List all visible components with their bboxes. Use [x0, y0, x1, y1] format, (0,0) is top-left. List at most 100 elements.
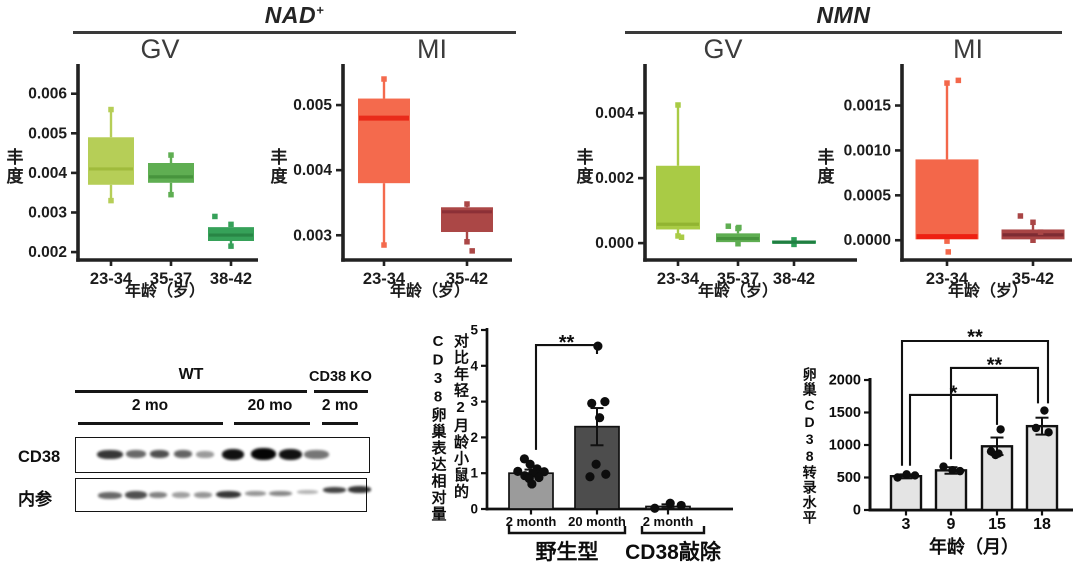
blot-band	[215, 490, 241, 498]
cd38-transcription-ylabel: 卵巢CD38转录水平	[799, 367, 819, 527]
svg-text:2 month: 2 month	[643, 514, 694, 529]
svg-text:35-37: 35-37	[150, 270, 192, 288]
svg-text:23-34: 23-34	[926, 270, 969, 288]
svg-text:9: 9	[947, 516, 956, 533]
blot-band	[268, 490, 292, 496]
svg-text:2000: 2000	[829, 373, 861, 389]
svg-text:GV: GV	[140, 34, 179, 64]
cd38-expression-ylabel-col-right: 对比年轻2月龄小鼠的	[452, 333, 469, 500]
blot-band	[244, 490, 266, 496]
svg-text:18: 18	[1033, 516, 1051, 533]
nad-title-sup: +	[316, 2, 325, 18]
svg-text:丰: 丰	[7, 147, 24, 167]
blot-row-label-loading-control: 内参	[18, 490, 52, 509]
blot-band	[194, 492, 212, 498]
svg-text:0.005: 0.005	[293, 97, 332, 114]
blot-lane-underline-ko-2mo	[322, 422, 358, 425]
nad-title-text: NAD	[264, 2, 317, 28]
svg-text:0.0000: 0.0000	[844, 232, 891, 249]
svg-text:**: **	[987, 355, 1003, 377]
svg-text:1000: 1000	[829, 438, 861, 454]
svg-text:年龄（岁）: 年龄（岁）	[125, 281, 205, 300]
blot-band	[149, 492, 167, 498]
svg-text:38-42: 38-42	[210, 270, 252, 288]
nad-group-underline	[73, 31, 516, 35]
svg-text:GV: GV	[703, 34, 742, 64]
svg-text:MI: MI	[953, 34, 983, 64]
svg-text:0.0010: 0.0010	[844, 142, 891, 159]
svg-text:0.004: 0.004	[293, 162, 332, 179]
blot-band	[98, 491, 122, 499]
nmn-group-underline	[625, 31, 1062, 35]
svg-text:丰: 丰	[271, 147, 288, 167]
svg-text:23-34: 23-34	[657, 270, 700, 288]
blot-band	[296, 490, 318, 494]
cd38-expression-ylabel: 对比年轻2月龄小鼠的 CD38卵巢表达相对量	[426, 333, 471, 548]
svg-text:丰: 丰	[818, 147, 835, 167]
svg-text:15: 15	[988, 516, 1006, 533]
svg-text:38-42: 38-42	[773, 270, 815, 288]
svg-text:度: 度	[271, 166, 289, 186]
svg-text:2 month: 2 month	[506, 514, 557, 529]
svg-text:0: 0	[470, 502, 478, 517]
nmn-mi-boxplot: MI 丰度 0.0000 0.0005 0.0010 0.0015 23-34 35-42年龄…	[818, 34, 1072, 300]
blot-band	[125, 491, 147, 499]
svg-text:1500: 1500	[829, 405, 861, 421]
cd38-expression-ylabel-col-left: CD38卵巢表达相对量	[429, 333, 447, 523]
svg-text:丰: 丰	[577, 147, 594, 167]
svg-text:MI: MI	[417, 34, 447, 64]
nmn-title-text: NMN	[816, 2, 871, 28]
svg-text:20 month: 20 month	[568, 514, 626, 529]
blot-band	[97, 449, 123, 459]
blot-lane-underline-20mo	[234, 422, 310, 425]
blot-lane-label-20mo: 20 mo	[247, 397, 293, 414]
svg-text:1: 1	[470, 466, 478, 481]
svg-text:度: 度	[818, 166, 836, 186]
svg-text:35-42: 35-42	[1012, 270, 1054, 288]
blot-band	[347, 485, 371, 493]
svg-text:500: 500	[837, 470, 861, 486]
cd38-transcription-ylabel-text: 卵巢CD38转录水平	[801, 367, 818, 525]
nad-group-title: NAD+	[73, 2, 516, 29]
blot-band	[278, 448, 302, 460]
blot-group-label-wt: WT	[178, 366, 204, 383]
svg-text:年龄（月）: 年龄（月）	[929, 536, 1019, 557]
cd38-blot-membrane	[75, 437, 370, 473]
svg-text:野生型: 野生型	[536, 540, 599, 562]
svg-text:0.002: 0.002	[28, 244, 67, 261]
blot-lane-label-ko-2mo: 2 mo	[321, 397, 359, 414]
blot-band	[222, 448, 244, 460]
svg-text:0.000: 0.000	[595, 235, 634, 252]
blot-band	[250, 448, 276, 460]
svg-text:年龄（岁）: 年龄（岁）	[948, 281, 1028, 300]
western-blot-panel: WT CD38 KO 2 mo 20 mo 2 mo CD38 内参	[18, 360, 388, 535]
svg-text:0.006: 0.006	[28, 86, 67, 103]
svg-text:年龄（岁）: 年龄（岁）	[390, 281, 470, 300]
blot-band	[149, 450, 169, 458]
svg-text:0.004: 0.004	[595, 105, 634, 122]
svg-text:度: 度	[577, 166, 595, 186]
svg-text:0.005: 0.005	[28, 125, 67, 142]
nmn-group-title: NMN	[625, 2, 1062, 29]
blot-band	[322, 487, 346, 493]
svg-text:23-34: 23-34	[90, 270, 133, 288]
svg-text:**: **	[967, 327, 983, 349]
svg-text:3: 3	[902, 516, 911, 533]
svg-text:0: 0	[853, 503, 861, 519]
blot-lane-underline-2mo	[78, 422, 223, 425]
blot-band	[303, 449, 329, 459]
svg-text:CD38敲除: CD38敲除	[625, 540, 722, 562]
cd38-expression-barchart: 0 1 2 3 4 5 2 month 20 month 2 month ** 野生型 CD38敲除	[470, 323, 733, 562]
blot-band	[174, 450, 192, 458]
blot-band	[172, 492, 190, 498]
svg-text:2: 2	[470, 430, 478, 445]
svg-text:0.002: 0.002	[595, 170, 634, 187]
svg-text:5: 5	[470, 323, 478, 338]
svg-text:0.0005: 0.0005	[844, 187, 892, 204]
blot-underline-cd38ko	[314, 390, 368, 393]
svg-text:0.0015: 0.0015	[844, 98, 892, 115]
blot-band	[126, 450, 146, 458]
